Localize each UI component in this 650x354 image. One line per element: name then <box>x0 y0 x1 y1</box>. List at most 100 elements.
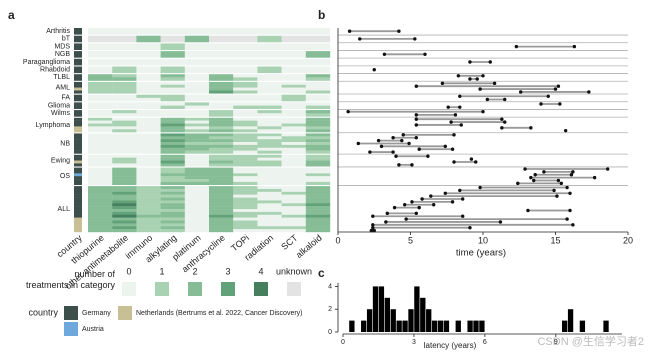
heat-cell <box>88 84 113 88</box>
start-dot <box>414 123 418 127</box>
start-dot <box>516 181 520 186</box>
group-label: bT <box>62 36 71 43</box>
heat-cell <box>88 144 113 148</box>
end-dot <box>529 126 533 130</box>
heat-cell <box>209 43 234 50</box>
heat-cell <box>281 157 306 161</box>
heat-cell <box>88 229 113 233</box>
country-cell <box>74 81 82 85</box>
heat-cell <box>160 200 185 204</box>
heat-cell <box>184 144 210 148</box>
start-dot <box>417 147 421 151</box>
heat-cell <box>281 120 306 124</box>
heat-cell <box>233 160 258 164</box>
heat-cell <box>233 220 258 224</box>
heat-cell <box>88 136 113 140</box>
heat-cell <box>88 35 113 43</box>
heat-cell <box>257 28 282 35</box>
heat-cell <box>136 84 161 88</box>
heat-cell <box>233 133 258 137</box>
heat-cell <box>184 226 210 230</box>
heat-cell <box>281 105 306 109</box>
heat-cell <box>281 139 306 143</box>
heat-cell <box>257 105 282 109</box>
heat-cell <box>160 81 185 85</box>
heat-cell <box>305 209 331 213</box>
column-label: alkaloid <box>294 233 324 260</box>
country-cell <box>74 105 82 109</box>
heat-cell <box>160 129 185 133</box>
heat-cell <box>136 170 161 174</box>
heat-cell <box>160 186 185 190</box>
heat-cell <box>160 90 185 94</box>
start-dot <box>410 200 414 204</box>
country-cell <box>74 176 82 180</box>
country-cell <box>74 206 82 210</box>
start-dot <box>429 194 433 198</box>
heat-cell <box>281 203 306 207</box>
heat-cell <box>305 120 331 124</box>
heat-cell <box>88 214 113 218</box>
heat-cell <box>209 94 234 99</box>
heat-cell <box>257 181 282 185</box>
heat-cell <box>112 105 137 109</box>
heat-cell <box>88 203 113 207</box>
heat-cell <box>209 150 234 154</box>
start-dot <box>446 105 450 109</box>
group-label: MDS <box>54 43 70 50</box>
heat-cell <box>257 74 282 78</box>
heat-cell <box>184 191 210 195</box>
end-dot <box>423 52 427 56</box>
heat-cell <box>88 163 113 167</box>
heat-cell <box>184 160 210 164</box>
heat-cell <box>257 142 282 146</box>
heat-cell <box>112 123 137 127</box>
heat-cell <box>257 157 282 161</box>
heat-cell <box>209 113 234 117</box>
heat-cell <box>184 209 210 213</box>
end-dot <box>552 188 556 193</box>
heat-cell <box>112 173 137 177</box>
heat-cell <box>136 200 161 204</box>
heat-cell <box>209 209 234 213</box>
heat-cell <box>88 105 113 109</box>
heat-cell <box>184 139 210 143</box>
bar <box>384 297 390 332</box>
heat-cell <box>88 129 113 133</box>
heat-cell <box>88 181 113 185</box>
heat-cell <box>233 181 258 185</box>
heat-cell <box>88 150 113 154</box>
heat-cell <box>88 223 113 227</box>
start-dot <box>414 117 418 121</box>
heat-cell <box>281 147 306 151</box>
heat-cell <box>209 102 234 106</box>
heat-cell <box>112 133 137 137</box>
end-dot <box>452 133 456 137</box>
heat-cell <box>257 133 282 137</box>
country-cell <box>74 94 82 99</box>
heat-cell <box>209 123 234 127</box>
heat-cell <box>209 81 234 85</box>
heat-cell <box>136 206 161 210</box>
heat-cell <box>184 220 210 224</box>
heat-cell <box>209 144 234 148</box>
heat-cell <box>88 147 113 151</box>
heat-cell <box>209 160 234 164</box>
heat-cell <box>184 74 210 78</box>
heat-cell <box>233 226 258 230</box>
heat-cell <box>257 58 282 66</box>
heat-cell <box>281 188 306 193</box>
start-dot <box>458 188 462 193</box>
country-cell <box>74 66 82 74</box>
heat-cell <box>305 90 331 94</box>
heat-cell <box>136 167 161 171</box>
panel-label: c <box>318 266 325 280</box>
heat-cell <box>305 157 331 161</box>
heat-cell <box>184 217 210 221</box>
heat-cell <box>136 217 161 221</box>
heat-cell <box>209 120 234 124</box>
heat-cell <box>305 163 331 167</box>
heat-cell <box>136 226 161 230</box>
heat-cell <box>281 220 306 224</box>
